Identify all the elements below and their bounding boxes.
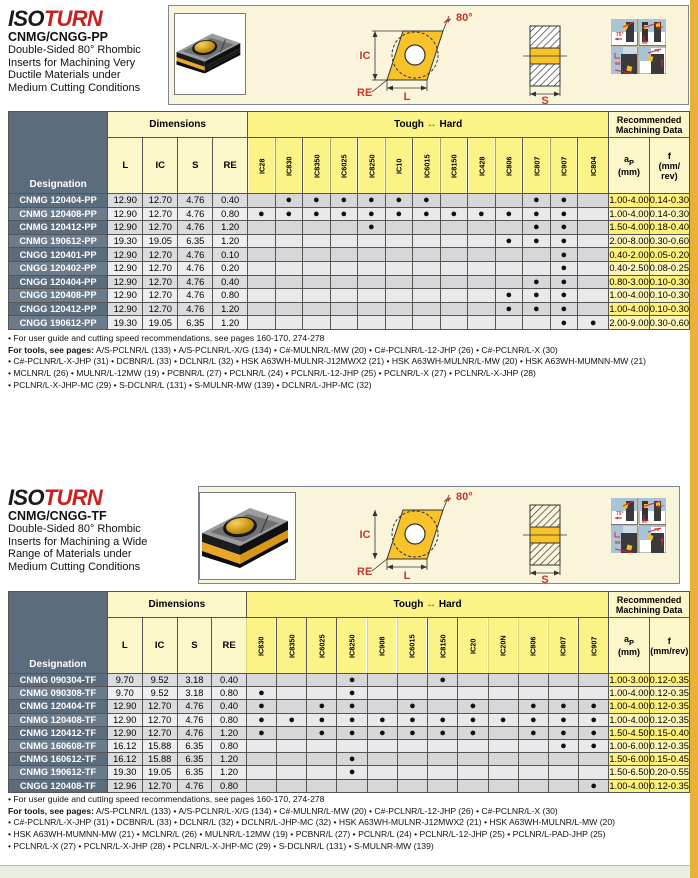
svg-text:95°: 95°: [615, 540, 622, 545]
svg-text:S: S: [541, 95, 548, 105]
svg-text:95°: 95°: [657, 504, 664, 509]
svg-text:95°: 95°: [615, 61, 622, 66]
svg-text:95°: 95°: [642, 40, 649, 45]
svg-text:IC: IC: [360, 529, 371, 541]
svg-text:L: L: [404, 570, 411, 582]
svg-text:80°: 80°: [456, 491, 473, 503]
svg-text:75°: 75°: [616, 511, 624, 517]
svg-text:80°: 80°: [456, 12, 473, 24]
svg-text:RE: RE: [357, 87, 372, 99]
svg-text:S: S: [541, 574, 548, 584]
svg-text:IC: IC: [360, 50, 371, 62]
svg-text:75°: 75°: [654, 48, 661, 53]
svg-text:L: L: [404, 91, 411, 103]
svg-text:75°: 75°: [616, 32, 624, 38]
svg-text:95°: 95°: [642, 519, 649, 524]
svg-text:75°: 75°: [654, 527, 661, 532]
svg-text:RE: RE: [357, 566, 372, 578]
svg-text:95°: 95°: [657, 25, 664, 30]
